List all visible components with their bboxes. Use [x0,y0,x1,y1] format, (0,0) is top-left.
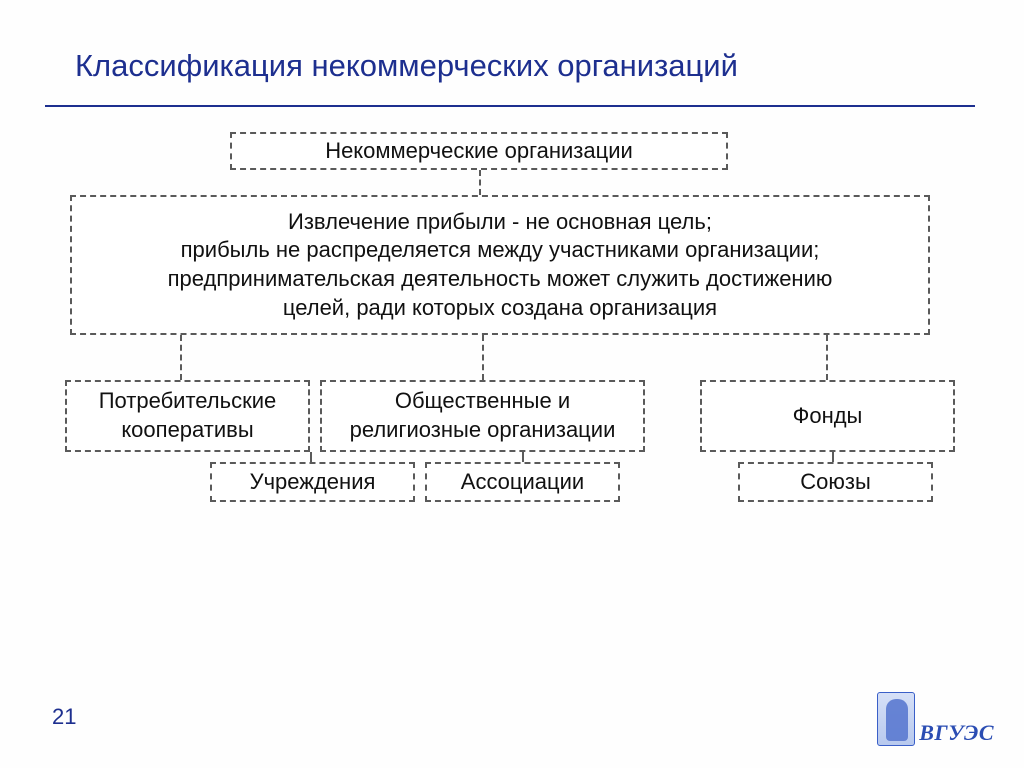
connector [832,452,834,462]
connector [310,452,312,462]
logo-figure-icon [877,692,915,746]
node-coop: Потребительские кооперативы [65,380,310,452]
node-funds: Фонды [700,380,955,452]
node-desc: Извлечение прибыли - не основная цель; п… [70,195,930,335]
footer-logo: ВГУЭС [877,692,994,746]
node-root: Некоммерческие организации [230,132,728,170]
title-underline [45,105,975,107]
node-inst: Учреждения [210,462,415,502]
connector [826,335,828,380]
node-assoc: Ассоциации [425,462,620,502]
connector [482,335,484,380]
connector [522,452,524,462]
page-number: 21 [52,704,76,730]
connector [479,170,481,195]
node-union: Союзы [738,462,933,502]
connector [180,335,182,380]
slide-title: Классификация некоммерческих организаций [75,48,738,84]
logo-text: ВГУЭС [919,720,994,746]
node-public: Общественные и религиозные организации [320,380,645,452]
